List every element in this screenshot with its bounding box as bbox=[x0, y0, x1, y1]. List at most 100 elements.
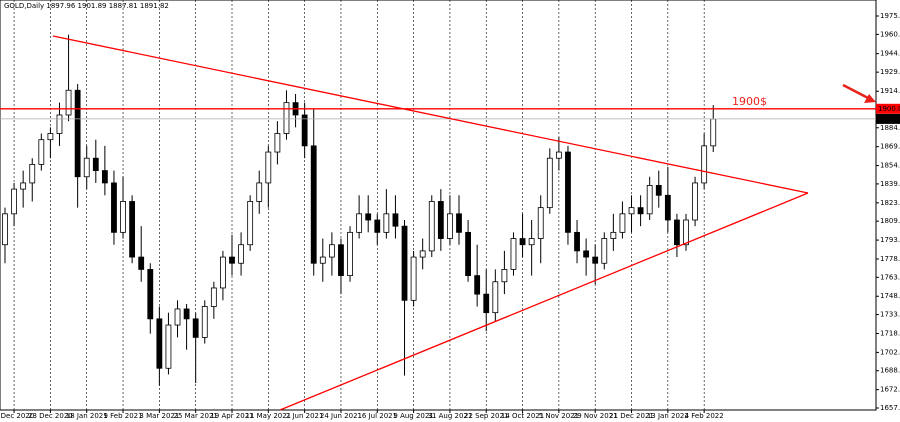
trend-line bbox=[52, 35, 809, 194]
candle-body bbox=[601, 238, 608, 264]
annotation: 1900$ bbox=[732, 95, 767, 108]
candle-body bbox=[637, 207, 644, 215]
x-tick-label: 19 Apr 2021 bbox=[210, 412, 253, 420]
candle-body bbox=[74, 89, 81, 178]
y-tick-label: 1702.85 bbox=[880, 348, 900, 356]
trend-line bbox=[279, 192, 809, 411]
candle-body bbox=[29, 163, 36, 184]
candle-body bbox=[474, 275, 481, 295]
candle-body bbox=[710, 118, 717, 147]
candle-body bbox=[256, 182, 263, 202]
candle-body bbox=[283, 102, 290, 134]
candle-body bbox=[701, 145, 708, 184]
candle-body bbox=[419, 250, 426, 258]
y-tick-label: 1733.45 bbox=[880, 311, 900, 319]
x-tick-label: 9 Feb 2021 bbox=[103, 412, 142, 420]
level-label: 1900.00 bbox=[878, 105, 900, 113]
y-tick-label: 1793.75 bbox=[880, 236, 900, 244]
y-tick-label: 1960.20 bbox=[880, 30, 900, 38]
candle-body bbox=[383, 213, 390, 233]
candle-body bbox=[210, 287, 217, 307]
candle-body bbox=[38, 139, 45, 165]
last-price-box bbox=[876, 113, 900, 124]
candle-body bbox=[437, 201, 444, 239]
y-tick-label: 1944.65 bbox=[880, 50, 900, 58]
x-tick-label: 3 Mar 2021 bbox=[139, 412, 179, 420]
x-tick-label: 1 Dec 2020 bbox=[0, 412, 34, 420]
candle-body bbox=[183, 308, 190, 320]
candle-body bbox=[374, 219, 381, 233]
candle-body bbox=[92, 157, 99, 171]
candle-body bbox=[655, 185, 662, 196]
candle-body bbox=[301, 114, 308, 147]
candle-body bbox=[619, 213, 626, 233]
y-tick-label: 1839.20 bbox=[880, 180, 900, 188]
candle-body bbox=[628, 207, 635, 215]
candle-body bbox=[519, 238, 526, 246]
x-tick-label: 5 Nov 2021 bbox=[539, 412, 579, 420]
x-tick-label: 16 Jul 2021 bbox=[357, 412, 397, 420]
candle-body bbox=[401, 225, 408, 301]
candle-body bbox=[610, 231, 617, 239]
candles bbox=[0, 34, 876, 386]
y-tick-label: 1748.30 bbox=[880, 292, 900, 300]
candle-body bbox=[428, 201, 435, 252]
candle-body bbox=[238, 244, 244, 264]
candle-body bbox=[120, 201, 126, 233]
candle-body bbox=[410, 256, 417, 301]
candle-body bbox=[583, 250, 590, 258]
candle-body bbox=[201, 306, 208, 338]
candle-body bbox=[465, 231, 471, 277]
y-tick-label: 1763.60 bbox=[880, 273, 900, 281]
candle-body bbox=[2, 213, 8, 246]
candle-body bbox=[11, 188, 17, 215]
candle-body bbox=[247, 201, 254, 246]
candle-body bbox=[20, 182, 27, 190]
candle-body bbox=[265, 151, 272, 184]
arrow bbox=[842, 83, 871, 101]
candle-body bbox=[129, 201, 136, 258]
x-tick-label: 21 Dec 2021 bbox=[609, 412, 654, 420]
candle-body bbox=[447, 213, 453, 239]
candle-body bbox=[674, 219, 680, 246]
candle-body bbox=[165, 324, 172, 369]
axis: 1657.85 1672.70 1688.00 1702.85 1718.15 1733.… bbox=[0, 12, 900, 420]
candle-body bbox=[356, 213, 363, 233]
y-tick-label: 1929.65 bbox=[880, 68, 900, 76]
x-tick-label: 29 Nov 2021 bbox=[573, 412, 618, 420]
candle-body bbox=[574, 231, 580, 252]
y-tick-label: 1718.15 bbox=[880, 329, 900, 337]
x-tick-label: 2 Jun 2021 bbox=[286, 412, 324, 420]
candle-body bbox=[310, 145, 317, 264]
last-price-label: 1891.82 bbox=[878, 115, 900, 123]
candle-body bbox=[592, 256, 599, 264]
x-tick-label: 11 May 2021 bbox=[245, 412, 291, 420]
y-tick-label: 1975.10 bbox=[880, 12, 900, 20]
candle-body bbox=[47, 133, 54, 141]
candle-body bbox=[528, 238, 535, 246]
candle-body bbox=[338, 244, 344, 277]
arrow-head bbox=[864, 94, 876, 103]
candle-body bbox=[456, 213, 462, 233]
candle-body bbox=[555, 151, 562, 159]
candle-body bbox=[83, 157, 90, 178]
y-tick-label: 1854.05 bbox=[880, 162, 900, 170]
y-tick-label: 1657.85 bbox=[880, 404, 900, 412]
x-tick-label: 9 Aug 2021 bbox=[393, 412, 433, 420]
level-label-box bbox=[876, 103, 900, 114]
candle-body bbox=[147, 269, 154, 320]
candle-body bbox=[274, 133, 281, 153]
candle-body bbox=[229, 256, 235, 264]
y-tick-label: 1914.20 bbox=[880, 87, 900, 95]
x-tick-label: 31 Aug 2021 bbox=[427, 412, 472, 420]
candle-body bbox=[501, 269, 508, 283]
candle-body bbox=[138, 256, 145, 270]
candle-body bbox=[192, 318, 199, 338]
candle-body bbox=[111, 182, 117, 233]
y-tick-label: 1688.00 bbox=[880, 367, 900, 375]
y-tick-label: 1809.05 bbox=[880, 217, 900, 225]
candle-body bbox=[483, 293, 490, 314]
candle-body bbox=[664, 194, 671, 221]
candle-body bbox=[565, 151, 571, 233]
